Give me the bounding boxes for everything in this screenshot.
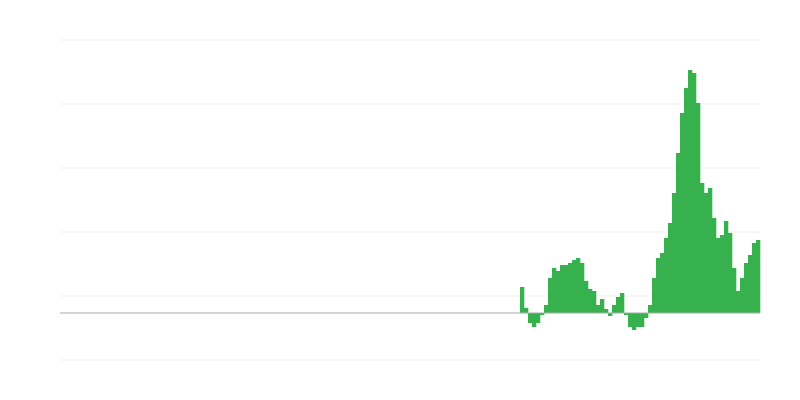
bar (740, 278, 745, 313)
bar (584, 281, 589, 313)
bar (664, 238, 669, 313)
bar (600, 299, 605, 313)
bar (752, 243, 757, 313)
bar (552, 268, 557, 313)
bar (688, 70, 693, 313)
bar (640, 313, 645, 327)
bar (656, 258, 661, 313)
bar (716, 238, 721, 313)
bar (704, 193, 709, 313)
bar (528, 313, 533, 323)
bar (620, 293, 625, 313)
bar (700, 183, 705, 313)
bar (560, 265, 565, 313)
bar (712, 218, 717, 313)
bar (644, 313, 649, 318)
bar (544, 305, 549, 313)
bar (684, 88, 689, 313)
bar (724, 221, 729, 313)
bar (532, 313, 537, 327)
bar (636, 313, 641, 327)
bar (728, 233, 733, 313)
bar (568, 263, 573, 313)
bar (744, 263, 749, 313)
bar (556, 271, 561, 313)
bar (520, 287, 525, 313)
bar (756, 240, 761, 313)
bar (632, 313, 637, 330)
bar (624, 313, 629, 315)
bar (612, 305, 617, 313)
bar (692, 73, 697, 313)
bar (708, 188, 713, 313)
bar (748, 255, 753, 313)
bar (732, 268, 737, 313)
bar (588, 289, 593, 313)
bar (720, 235, 725, 313)
bar (676, 153, 681, 313)
bar (604, 309, 609, 313)
bar (592, 291, 597, 313)
bar (536, 313, 541, 323)
bar (736, 291, 741, 313)
bar (660, 253, 665, 313)
bar (672, 193, 677, 313)
bar (696, 103, 701, 313)
bar (572, 260, 577, 313)
bar (576, 258, 581, 313)
bar (540, 313, 545, 315)
bar (524, 308, 529, 313)
bar (596, 305, 601, 313)
bar (628, 313, 633, 327)
bar (680, 113, 685, 313)
bar (548, 278, 553, 313)
bar (648, 305, 653, 313)
bar (616, 297, 621, 313)
bar (564, 265, 569, 313)
bar (608, 313, 613, 316)
bar (668, 223, 673, 313)
bar (580, 263, 585, 313)
bar (652, 278, 657, 313)
